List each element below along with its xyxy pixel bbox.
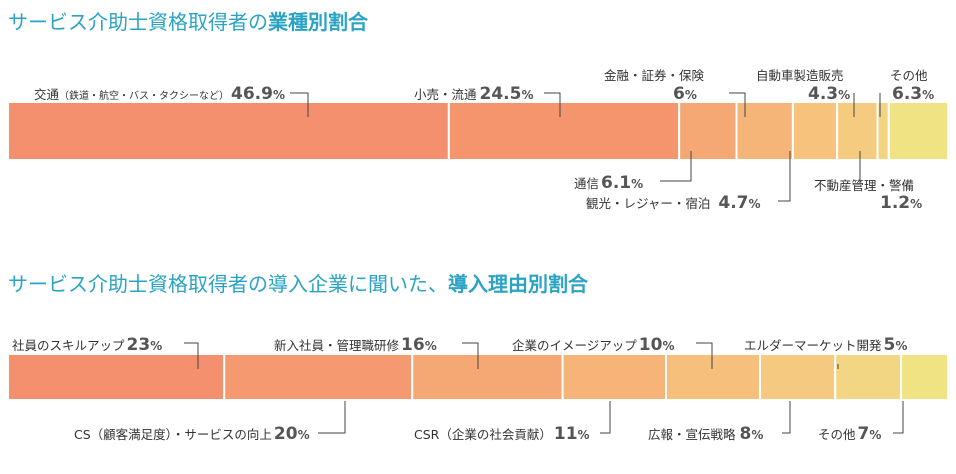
chart2-label-elder: エルダーマーケット開発 5% — [744, 335, 907, 355]
chart1-label-transport: 交通（鉄道・航空・バス・タクシーなど） 46.9% — [34, 84, 285, 104]
chart2-label-training: 新入社員・管理職研修 16% — [274, 335, 437, 355]
chart1-label-tourism: 観光・レジャー・宿泊 4.7% — [586, 193, 761, 213]
chart2-seg-3 — [411, 353, 564, 401]
chart1-value-auto: 4.3% — [808, 84, 850, 104]
chart1-value-other: 6.3% — [892, 84, 934, 104]
chart1-seg-5 — [791, 101, 839, 161]
chart2-seg-2 — [223, 353, 414, 401]
chart2-label-csr: CSR（企業の社会貢献） 11% — [414, 424, 590, 444]
chart1-label-retail: 小売・流通 24.5% — [414, 84, 534, 104]
chart1-label-finance: 金融・証券・保険 — [604, 68, 705, 83]
chart2-label-image: 企業のイメージアップ 10% — [512, 335, 674, 355]
chart1-seg-8 — [887, 101, 950, 161]
chart2-seg-7 — [834, 353, 903, 401]
chart1-bar — [7, 101, 950, 161]
chart1-leaders — [290, 92, 881, 202]
chart1-seg-1 — [7, 101, 450, 161]
chart1-seg-4 — [735, 101, 794, 161]
chart2-seg-6 — [759, 353, 837, 401]
chart1-label-realestate: 不動産管理・警備 — [814, 178, 914, 193]
chart1-seg-7 — [876, 101, 890, 161]
chart2-label-cs: CS（顧客満足度）・サービスの向上 20% — [74, 424, 310, 444]
chart1-title: サービス介助士資格取得者の業種別割合 — [8, 10, 369, 34]
chart2-seg-5 — [665, 353, 761, 401]
chart2-label-other: その他 7% — [818, 424, 881, 444]
chart1-value-realestate: 1.2% — [880, 193, 922, 213]
chart2-seg-4 — [561, 353, 667, 401]
chart2-seg-8 — [900, 353, 949, 401]
chart1-seg-6 — [836, 101, 879, 161]
chart1-label-other: その他 — [890, 68, 928, 83]
chart1-value-finance: 6% — [673, 84, 697, 104]
chart2-leaders — [184, 342, 904, 434]
chart2-seg-1 — [7, 353, 226, 401]
chart1-label-auto: 自動車製造販売 — [756, 68, 844, 83]
chart1-label-telecom: 通信 6.1% — [574, 173, 643, 193]
chart1-seg-2 — [447, 101, 681, 161]
chart2-bar — [7, 353, 949, 401]
chart2-title: サービス介助士資格取得者の導入企業に聞いた、導入理由別割合 — [8, 272, 589, 296]
chart2-label-skillup: 社員のスキルアップ 23% — [12, 335, 162, 355]
chart1-seg-3 — [678, 101, 738, 161]
chart2-label-pr: 広報・宣伝戦略 8% — [648, 424, 763, 444]
